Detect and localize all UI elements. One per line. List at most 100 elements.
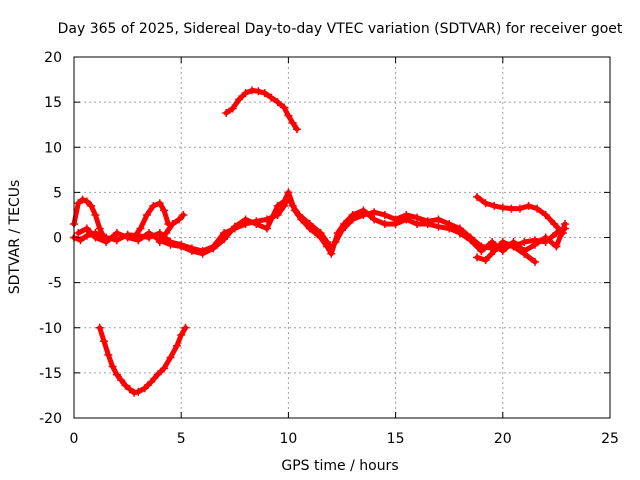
data-point (380, 210, 389, 219)
data-point (177, 242, 186, 251)
data-point (91, 210, 100, 219)
data-point (327, 249, 336, 258)
series-upper-arc (223, 87, 300, 132)
x-tick-label: 10 (279, 431, 297, 447)
data-point (130, 233, 139, 242)
data-point (142, 210, 151, 219)
data-point (149, 201, 158, 210)
data-point (252, 219, 261, 228)
y-tick-label: -10 (39, 321, 62, 337)
data-point (284, 111, 293, 120)
data-point (552, 242, 561, 251)
data-point (488, 238, 497, 247)
y-tick-label: 5 (53, 185, 62, 201)
data-point (316, 233, 325, 242)
data-point (473, 253, 482, 262)
data-point (434, 222, 443, 231)
data-point (466, 236, 475, 245)
data-point (82, 224, 91, 233)
x-tick-label: 5 (177, 431, 186, 447)
data-point (455, 228, 464, 237)
data-point (74, 228, 83, 237)
series-lower-arc (97, 325, 188, 396)
data-point (359, 206, 368, 215)
data-point (533, 204, 542, 213)
data-point (280, 103, 289, 112)
data-point (391, 219, 400, 228)
data-point (140, 384, 149, 393)
data-point (490, 201, 499, 210)
data-point (112, 236, 121, 245)
data-point (82, 231, 91, 240)
data-point (498, 238, 507, 247)
data-point (288, 118, 297, 127)
data-point (524, 201, 533, 210)
data-point (121, 381, 130, 390)
data-point (498, 203, 507, 212)
series-layer (70, 86, 569, 397)
data-point (530, 257, 539, 266)
data-point (370, 208, 379, 217)
data-point (74, 199, 83, 208)
data-point (187, 247, 196, 256)
data-point (262, 224, 271, 233)
data-point (198, 249, 207, 258)
data-point (160, 364, 169, 373)
data-point (530, 240, 539, 249)
data-point (290, 206, 299, 215)
data-point (498, 247, 507, 256)
data-point (136, 224, 145, 233)
data-point (145, 228, 154, 237)
data-point (490, 247, 499, 256)
data-point (473, 192, 482, 201)
data-point (230, 222, 239, 231)
data-point (260, 89, 269, 98)
data-point (267, 93, 276, 102)
data-point (112, 370, 121, 379)
data-point (166, 240, 175, 249)
data-point (95, 224, 104, 233)
y-tick-label: 0 (53, 231, 62, 247)
data-point (340, 219, 349, 228)
data-point (181, 323, 190, 332)
data-point (177, 330, 186, 339)
data-point (108, 362, 117, 371)
data-point (168, 219, 177, 228)
data-point (134, 387, 143, 396)
data-point (515, 204, 524, 213)
data-point (423, 219, 432, 228)
data-point (520, 238, 529, 247)
data-point (292, 125, 301, 134)
data-point (280, 197, 289, 206)
data-point (445, 224, 454, 233)
data-point (160, 206, 169, 215)
data-point (481, 199, 490, 208)
data-point (82, 197, 91, 206)
chart-title: Day 365 of 2025, Sidereal Day-to-day VTE… (58, 21, 623, 37)
data-point (95, 323, 104, 332)
y-tick-label: -15 (39, 366, 62, 382)
y-tick-label: 10 (44, 140, 62, 156)
x-tick-label: 20 (494, 431, 512, 447)
x-tick-label: 15 (387, 431, 405, 447)
data-point (558, 228, 567, 237)
data-point (166, 353, 175, 362)
data-point (220, 235, 229, 244)
data-point (241, 89, 250, 98)
data-point (507, 204, 516, 213)
data-point (297, 215, 306, 224)
data-point (87, 201, 96, 210)
data-point (322, 242, 331, 251)
data-point (520, 249, 529, 258)
data-point (370, 215, 379, 224)
data-point (134, 236, 143, 245)
data-point (155, 199, 164, 208)
data-point (130, 388, 139, 397)
data-point (222, 108, 231, 117)
data-point (76, 236, 85, 245)
x-axis-label: GPS time / hours (281, 458, 398, 474)
data-point (541, 233, 550, 242)
data-point (155, 238, 164, 247)
y-axis-label: SDTVAR / TECUs (7, 180, 23, 295)
